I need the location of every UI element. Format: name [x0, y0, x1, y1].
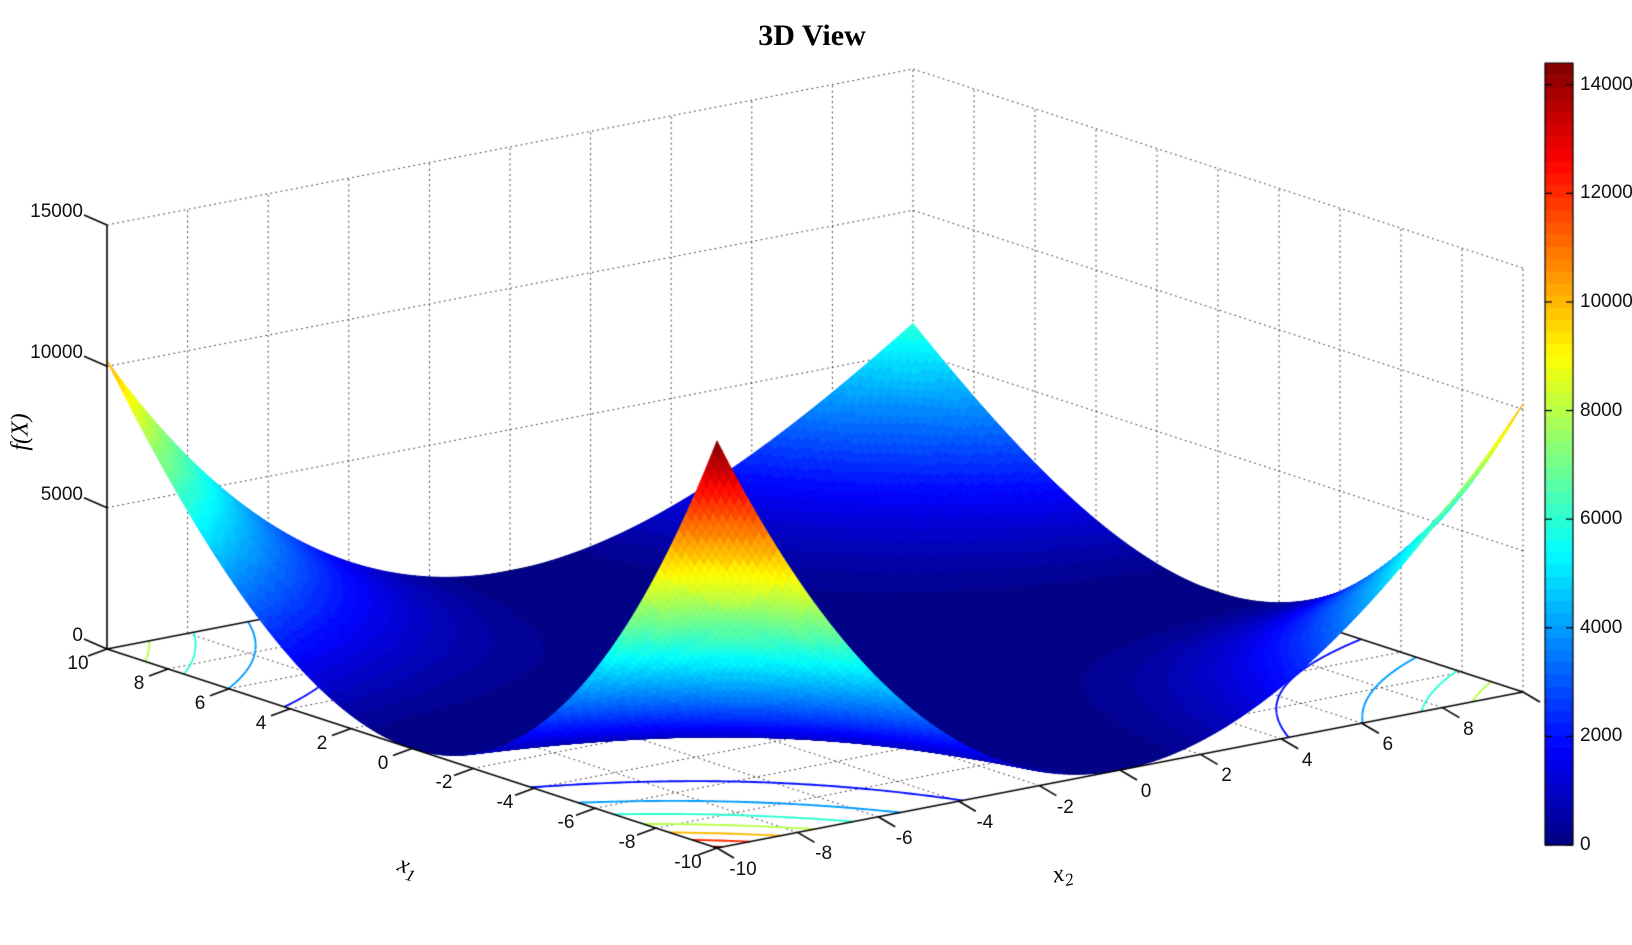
surface-plot-canvas	[0, 0, 1632, 945]
figure-3d-surface-plot: 3D View x1 x2 f(X) 10 8 6 4 2 0 -2 -4 -6 -8 -10 -10…	[0, 0, 1632, 945]
